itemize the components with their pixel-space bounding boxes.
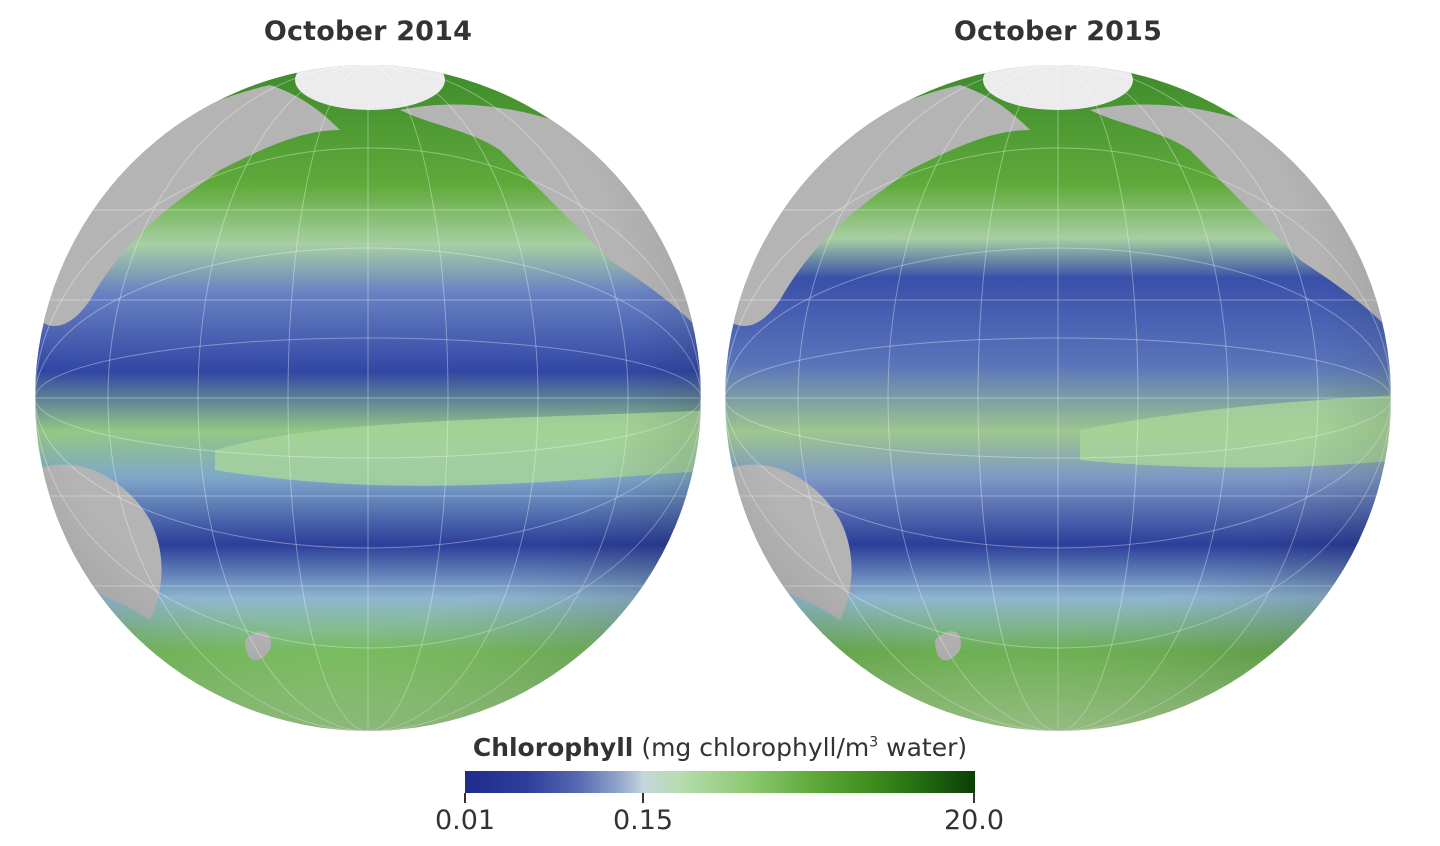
panel-title-2014: October 2014 [263,16,473,47]
tick-mark-mid [642,793,644,803]
globe-shading-2015 [725,65,1391,731]
globe-2014 [35,65,701,731]
legend-units-prefix: (mg chlorophyll/m [641,733,870,762]
legend-units-suffix: water) [878,733,968,762]
colorbar [465,771,975,793]
legend-title: Chlorophyll (mg chlorophyll/m3 water) [0,733,1440,762]
tick-label-high: 20.0 [943,805,1005,836]
tick-mark-high [973,793,975,803]
tick-label-low: 0.01 [434,805,496,836]
globe-shading-2014 [35,65,701,731]
panel-title-2015: October 2015 [953,16,1163,47]
globe-2015 [725,65,1391,731]
legend-variable: Chlorophyll [472,733,634,762]
tick-mark-low [464,793,466,803]
tick-label-mid: 0.15 [612,805,674,836]
legend-units-sup: 3 [869,734,879,751]
